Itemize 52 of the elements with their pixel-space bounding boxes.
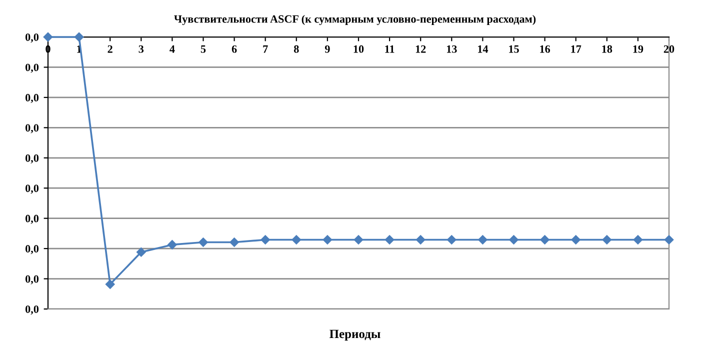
- point: [74, 32, 84, 42]
- x-tick-label: 13: [446, 45, 457, 53]
- point: [354, 235, 364, 244]
- x-tick-label: 15: [509, 45, 519, 53]
- x-tick-label: 6: [232, 45, 237, 53]
- point: [540, 235, 550, 244]
- point: [105, 280, 115, 289]
- text: 0,0: [26, 214, 39, 224]
- text: 0,0: [26, 33, 39, 43]
- x-tick-label: 17: [571, 45, 582, 53]
- text: 0,0: [26, 245, 39, 254]
- point: [478, 235, 488, 244]
- x-tick-label: 8: [294, 45, 299, 53]
- point: [198, 238, 208, 247]
- x-tick-label: 5: [200, 45, 206, 53]
- point: [664, 235, 674, 244]
- x-tick-label: 11: [385, 45, 394, 53]
- x-tick-label: 10: [354, 45, 364, 53]
- text: 0,0: [26, 305, 39, 315]
- text: 0,0: [26, 184, 39, 194]
- text: 0,0: [26, 124, 39, 134]
- point: [292, 235, 302, 244]
- point: [509, 235, 518, 244]
- x-tick-label: 20: [664, 45, 674, 53]
- point: [43, 32, 53, 42]
- x-axis-title: Периоды: [330, 330, 380, 341]
- point: [447, 235, 456, 244]
- point: [571, 235, 580, 244]
- x-tick-label: 3: [138, 45, 144, 53]
- x-tick-label: 7: [263, 45, 268, 53]
- text: 0,0: [26, 94, 39, 104]
- point: [260, 235, 270, 244]
- point: [168, 240, 177, 250]
- x-tick-label: 16: [540, 45, 550, 53]
- x-tick-label: 14: [478, 45, 488, 53]
- x-tick-label: 18: [602, 45, 612, 53]
- point: [322, 235, 332, 244]
- point: [416, 235, 426, 244]
- point: [384, 235, 394, 244]
- text: 0,0: [26, 154, 39, 164]
- point: [230, 238, 239, 247]
- x-tick-label: 4: [170, 45, 175, 53]
- point: [633, 235, 643, 244]
- point: [136, 248, 146, 257]
- point: [602, 235, 612, 244]
- x-tick-label: 2: [108, 45, 112, 53]
- text: 0,0: [26, 275, 39, 284]
- x-tick-label: 12: [416, 45, 426, 53]
- x-tick-label: 9: [324, 45, 330, 53]
- text: 0,0: [26, 64, 39, 73]
- chart-title: Чувствительности ASCF (к суммарным условно-переменным расходам): [174, 14, 536, 26]
- x-tick-label: 19: [633, 45, 644, 53]
